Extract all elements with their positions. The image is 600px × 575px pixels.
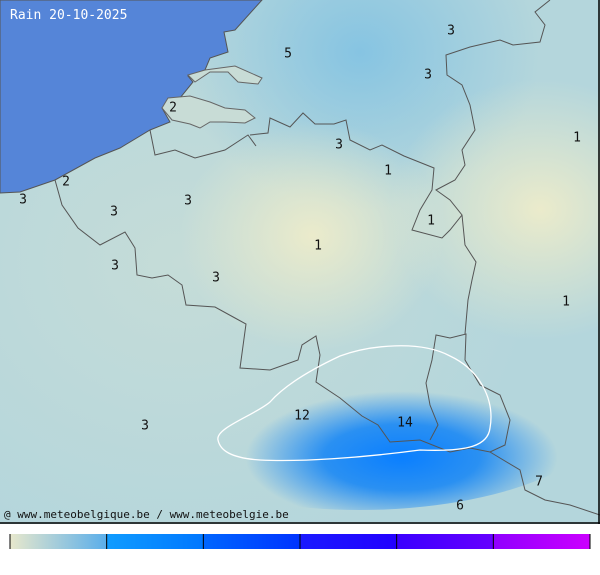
rain-value-label: 3 bbox=[447, 23, 455, 39]
rain-value-label: 2 bbox=[169, 100, 177, 116]
rain-value-label: 3 bbox=[111, 258, 119, 274]
rain-value-label: 12 bbox=[294, 408, 310, 424]
rain-value-label: 3 bbox=[184, 193, 192, 209]
map-title: Rain 20-10-2025 bbox=[10, 8, 128, 23]
rain-contour bbox=[217, 345, 492, 462]
rain-value-label: 3 bbox=[424, 67, 432, 83]
rain-value-label: 2 bbox=[62, 174, 70, 190]
credit-text: @ www.meteobelgique.be / www.meteobelgie… bbox=[4, 508, 289, 521]
rain-value-label: 3 bbox=[19, 192, 27, 208]
legend-segment bbox=[300, 534, 397, 549]
rain-value-label: 5 bbox=[284, 46, 292, 62]
rain-value-label: 7 bbox=[535, 474, 543, 490]
rain-area bbox=[100, 290, 600, 510]
rain-value-label: 1 bbox=[562, 294, 570, 310]
legend-segment bbox=[203, 534, 300, 549]
rain-value-label: 1 bbox=[427, 213, 435, 229]
rain-value-label: 3 bbox=[110, 204, 118, 220]
border-lines bbox=[54, 0, 600, 516]
rain-value-label: 1 bbox=[573, 130, 581, 146]
rain-value-label: 1 bbox=[384, 163, 392, 179]
legend-segment bbox=[10, 534, 107, 549]
rain-map bbox=[0, 0, 600, 524]
rain-value-label: 6 bbox=[456, 498, 464, 514]
legend-segment bbox=[493, 534, 590, 549]
rain-value-label: 1 bbox=[314, 238, 322, 254]
legend-segment bbox=[396, 534, 494, 549]
legend-segment bbox=[106, 534, 204, 549]
rain-value-label: 3 bbox=[212, 270, 220, 286]
rain-value-label: 14 bbox=[397, 415, 413, 431]
rain-value-label: 3 bbox=[141, 418, 149, 434]
rain-value-label: 3 bbox=[335, 137, 343, 153]
color-legend bbox=[9, 534, 591, 549]
